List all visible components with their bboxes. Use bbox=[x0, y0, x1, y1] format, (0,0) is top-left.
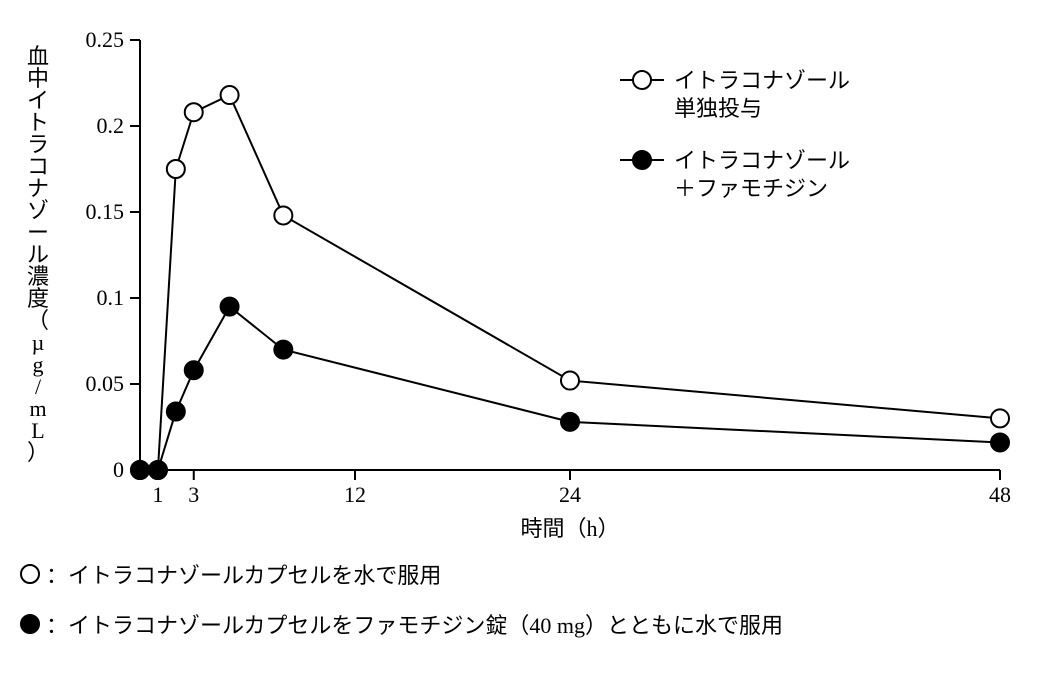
filled-circle-icon bbox=[20, 614, 40, 634]
svg-text:単独投与: 単独投与 bbox=[674, 96, 762, 121]
svg-text:イトラコナゾール: イトラコナゾール bbox=[674, 148, 850, 173]
svg-text:0.15: 0.15 bbox=[86, 199, 125, 224]
footnote-open-text: ：イトラコナゾールカプセルを水で服用 bbox=[46, 558, 441, 590]
svg-text:0.1: 0.1 bbox=[97, 285, 125, 310]
svg-text:0.2: 0.2 bbox=[97, 113, 125, 138]
footnote-filled-text: ：イトラコナゾールカプセルをファモチジン錠（40 mg）とともに水で服用 bbox=[46, 608, 783, 640]
open-circle-icon bbox=[20, 564, 40, 584]
chart-container: 00.050.10.150.20.2513122448時間（h）血中イトラコナゾ… bbox=[20, 20, 1020, 540]
svg-text:48: 48 bbox=[989, 482, 1011, 507]
svg-text:0: 0 bbox=[113, 457, 124, 482]
svg-text:時間（h）: 時間（h） bbox=[520, 516, 619, 540]
footnote-filled: ：イトラコナゾールカプセルをファモチジン錠（40 mg）とともに水で服用 bbox=[20, 608, 1023, 640]
svg-text:0.05: 0.05 bbox=[86, 371, 125, 396]
footnote-open: ：イトラコナゾールカプセルを水で服用 bbox=[20, 558, 1023, 590]
svg-text:＋ファモチジン: ＋ファモチジン bbox=[674, 176, 828, 201]
svg-text:0.25: 0.25 bbox=[86, 27, 125, 52]
svg-text:12: 12 bbox=[344, 482, 366, 507]
concentration-chart: 00.050.10.150.20.2513122448時間（h）血中イトラコナゾ… bbox=[20, 20, 1020, 540]
svg-text:イトラコナゾール: イトラコナゾール bbox=[674, 68, 850, 93]
svg-text:3: 3 bbox=[188, 482, 199, 507]
svg-text:1: 1 bbox=[152, 482, 163, 507]
svg-text:24: 24 bbox=[559, 482, 581, 507]
svg-text:）: ） bbox=[27, 440, 49, 465]
